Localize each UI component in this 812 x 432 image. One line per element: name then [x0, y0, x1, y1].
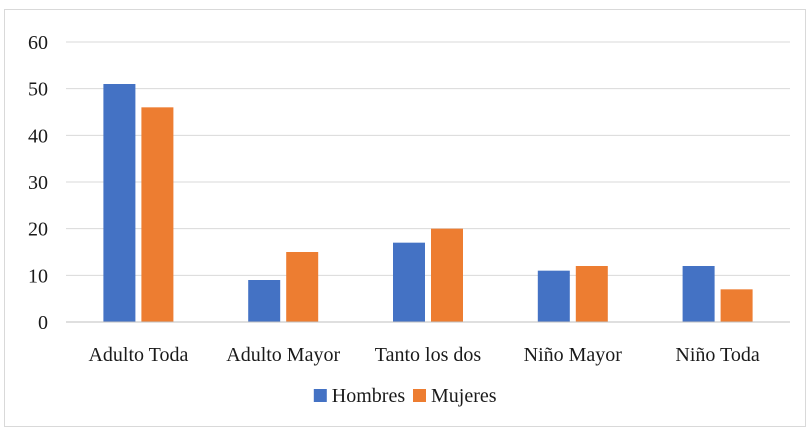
legend-label-hombres: Hombres: [332, 385, 406, 407]
x-tick-label: Adulto Mayor: [226, 344, 340, 366]
bar-hombres-3: [537, 270, 570, 322]
y-axis: 0 10 20 30 40 50 60: [28, 32, 48, 334]
bar-hombres-4: [682, 266, 715, 322]
y-tick-label: 60: [28, 32, 48, 54]
gridlines: [66, 41, 790, 323]
bar-hombres-1: [248, 280, 281, 322]
y-tick-label: 0: [38, 312, 48, 334]
y-tick-label: 40: [28, 125, 48, 147]
bar-hombres-0: [103, 84, 136, 322]
x-tick-label: Niño Toda: [675, 344, 759, 366]
bar-mujeres-1: [286, 252, 319, 322]
y-tick-label: 30: [28, 172, 48, 194]
x-tick-label: Tanto los dos: [375, 344, 482, 366]
bar-mujeres-3: [575, 266, 608, 322]
x-tick-label: Adulto Toda: [88, 344, 188, 366]
x-tick-label: Niño Mayor: [524, 344, 623, 366]
bar-mujeres-4: [720, 289, 753, 322]
bar-mujeres-0: [141, 107, 174, 322]
legend-swatch-mujeres: [413, 389, 426, 402]
y-tick-label: 20: [28, 219, 48, 241]
legend-swatch-hombres: [313, 389, 327, 402]
legend-label-mujeres: Mujeres: [431, 385, 497, 407]
y-tick-label: 50: [28, 79, 48, 101]
legend: Hombres Mujeres: [313, 385, 497, 407]
y-tick-label: 10: [28, 265, 48, 287]
bars: [103, 84, 753, 322]
bar-mujeres-2: [431, 228, 463, 322]
x-axis: Adulto Toda Adulto Mayor Tanto los dos Niño…: [66, 321, 790, 366]
chart-frame: [4, 9, 806, 427]
bar-hombres-2: [393, 242, 425, 322]
